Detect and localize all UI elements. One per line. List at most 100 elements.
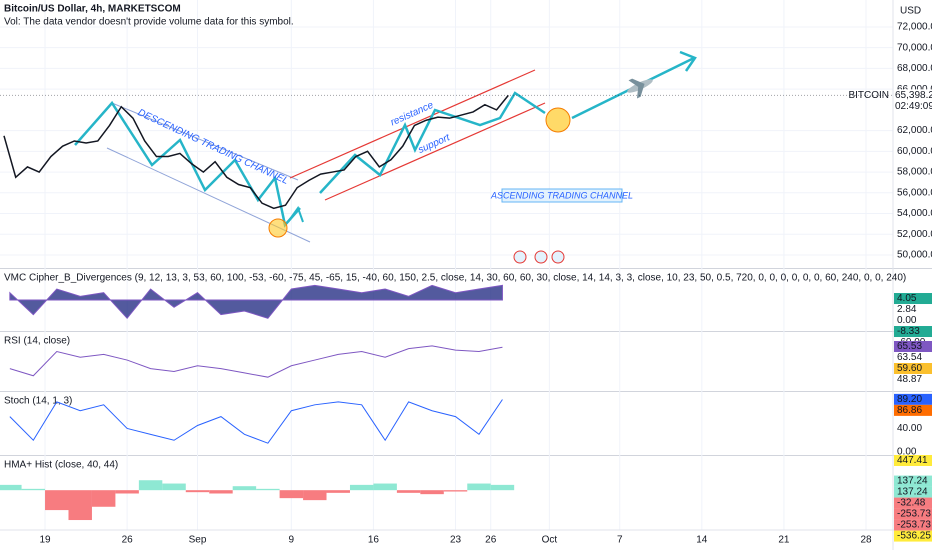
value-label: 0.00 bbox=[897, 447, 917, 458]
price-tag bbox=[894, 89, 932, 114]
histogram-bar bbox=[490, 484, 515, 491]
value-tag bbox=[894, 340, 932, 352]
event-icon bbox=[551, 250, 565, 264]
value-tag bbox=[894, 497, 932, 509]
currency-label: USD bbox=[900, 6, 921, 17]
y-tick-label: 50,000.00 bbox=[897, 250, 932, 261]
y-tick-label: 68,000.00 bbox=[897, 63, 932, 74]
y-tick-label: 54,000.00 bbox=[897, 208, 932, 219]
value-tag bbox=[894, 486, 932, 498]
histogram-bar bbox=[303, 490, 327, 501]
indicator-title: Stoch (14, 1, 3) bbox=[4, 396, 72, 407]
histogram-bar bbox=[115, 490, 139, 494]
histogram-bar bbox=[420, 490, 444, 495]
value-label: 447.41 bbox=[897, 455, 928, 466]
y-tick-label: 72,000.00 bbox=[897, 22, 932, 33]
histogram-bar bbox=[467, 483, 491, 491]
y-tick-label: 60,000.00 bbox=[897, 146, 932, 157]
x-tick-label: 7 bbox=[617, 535, 623, 546]
histogram-bar bbox=[91, 490, 116, 507]
value-label: 0.00 bbox=[897, 315, 917, 326]
area-series bbox=[9, 284, 503, 320]
y-tick-label: 56,000.00 bbox=[897, 187, 932, 198]
value-label: 2.84 bbox=[897, 304, 917, 315]
value-label: -253.73 bbox=[897, 520, 931, 531]
histogram-bar bbox=[279, 490, 304, 499]
indicator-title: RSI (14, close) bbox=[4, 336, 70, 347]
grid bbox=[0, 0, 932, 530]
histogram-bar bbox=[256, 488, 280, 491]
histogram-bar bbox=[396, 490, 421, 493]
histogram-bar bbox=[162, 483, 186, 491]
event-icon bbox=[513, 250, 527, 264]
indicator-title: VMC Cipher_B_Divergences (9, 12, 13, 3, … bbox=[4, 273, 906, 284]
value-tag bbox=[894, 404, 932, 416]
y-tick-label: 58,000.00 bbox=[897, 167, 932, 178]
zigzag bbox=[74, 100, 301, 228]
value-label: 4.05 bbox=[897, 293, 917, 304]
value-label: 65.53 bbox=[897, 341, 922, 352]
countdown: 02:49:09 bbox=[895, 101, 932, 112]
value-label: -253.73 bbox=[897, 509, 931, 520]
x-tick-label: Oct bbox=[542, 535, 558, 546]
histogram-bar bbox=[326, 490, 350, 493]
value-tag bbox=[894, 475, 932, 487]
histogram-bar bbox=[232, 486, 257, 491]
x-tick-label: 21 bbox=[778, 535, 790, 546]
highlight bbox=[268, 218, 288, 238]
histogram-bar bbox=[45, 490, 69, 511]
histogram-bar bbox=[349, 484, 374, 491]
value-label: 137.24 bbox=[897, 476, 928, 487]
highlight bbox=[545, 107, 571, 133]
x-tick-label: 28 bbox=[860, 535, 872, 546]
line-series bbox=[3, 94, 509, 210]
x-tick-label: 26 bbox=[485, 535, 497, 546]
value-label: 40.00 bbox=[897, 423, 922, 434]
y-tick-label: 52,000.00 bbox=[897, 229, 932, 240]
value-label: 89.20 bbox=[897, 394, 922, 405]
y-tick-label: 62,000.00 bbox=[897, 125, 932, 136]
arrow-head bbox=[679, 50, 697, 72]
histogram-bar bbox=[209, 490, 233, 494]
value-tag bbox=[894, 293, 932, 305]
airplane-icon bbox=[627, 78, 653, 99]
line-series bbox=[9, 345, 503, 378]
channel-line bbox=[289, 69, 536, 179]
chart-title: Bitcoin/US Dollar, 4h, MARKETSCOM bbox=[4, 4, 181, 15]
x-tick-label: 14 bbox=[696, 535, 708, 546]
x-tick-label: 23 bbox=[450, 535, 462, 546]
histogram-bar bbox=[0, 484, 22, 491]
histogram-bar bbox=[373, 483, 397, 491]
value-tag bbox=[894, 326, 932, 338]
x-tick-label: 19 bbox=[39, 535, 51, 546]
value-label: -8.33 bbox=[897, 326, 920, 337]
value-tag bbox=[894, 530, 932, 542]
histogram-bar bbox=[21, 488, 46, 491]
x-tick-label: 26 bbox=[122, 535, 134, 546]
value-tag bbox=[894, 519, 932, 531]
symbol-label: BITCOIN bbox=[848, 90, 889, 101]
x-tick-label: Sep bbox=[189, 535, 207, 546]
channel-line bbox=[111, 102, 299, 181]
value-tag bbox=[894, 393, 932, 405]
value-label: -32.48 bbox=[897, 498, 926, 509]
indicator-title: HMA+ Hist (close, 40, 44) bbox=[4, 460, 118, 471]
value-label: 59.60 bbox=[897, 363, 922, 374]
value-label: 48.87 bbox=[897, 374, 922, 385]
value-label: 63.54 bbox=[897, 352, 922, 363]
histogram-bar bbox=[443, 490, 468, 492]
value-tag bbox=[894, 362, 932, 374]
annotation-box bbox=[501, 188, 623, 203]
y-tick-label: 70,000.00 bbox=[897, 42, 932, 53]
value-tag bbox=[894, 454, 932, 466]
value-label: 137.24 bbox=[897, 487, 928, 498]
value-label: 86.86 bbox=[897, 405, 922, 416]
chart-subtitle: Vol: The data vendor doesn't provide vol… bbox=[4, 17, 294, 28]
drawings bbox=[74, 50, 697, 264]
value-tag bbox=[894, 508, 932, 520]
x-tick-label: 16 bbox=[368, 535, 380, 546]
value-label: -536.25 bbox=[897, 531, 931, 542]
last-price: 65,398.28 bbox=[895, 90, 932, 101]
